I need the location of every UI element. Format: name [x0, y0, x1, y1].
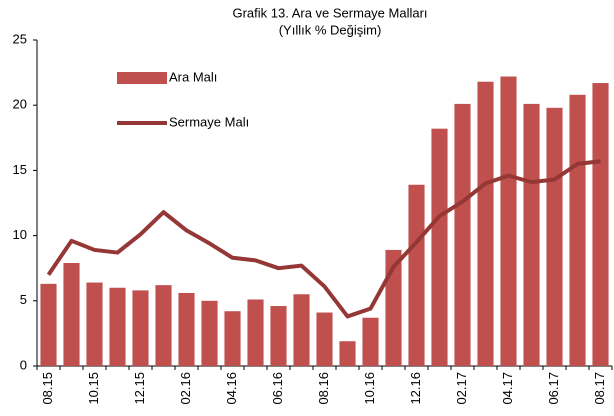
bar — [546, 107, 563, 367]
bar — [523, 103, 540, 366]
bar — [500, 76, 517, 367]
y-tick-label: 0 — [20, 357, 27, 372]
y-tick-label: 20 — [13, 97, 27, 112]
x-tick-label: 08.15 — [40, 372, 55, 405]
bar — [454, 103, 471, 366]
x-tick-label: 10.15 — [86, 372, 101, 405]
bar — [270, 306, 287, 366]
bar — [293, 294, 310, 366]
x-tick-label: 08.16 — [316, 372, 331, 405]
x-tick-label: 02.17 — [454, 372, 469, 405]
y-tick-label: 15 — [13, 162, 27, 177]
bar — [40, 283, 57, 366]
bar — [408, 184, 425, 366]
x-tick-label: 10.16 — [362, 372, 377, 405]
x-tick-label: 04.17 — [500, 372, 515, 405]
legend-swatch — [117, 72, 167, 84]
bar — [247, 299, 264, 366]
y-tick-label: 10 — [13, 227, 27, 242]
x-tick-label: 12.16 — [408, 372, 423, 405]
bar — [569, 94, 586, 366]
bar — [86, 282, 103, 366]
y-tick-label: 5 — [20, 292, 27, 307]
bar — [63, 262, 80, 366]
legend-label: Sermaye Malı — [169, 114, 249, 129]
bar — [339, 341, 356, 366]
x-tick-label: 02.16 — [178, 372, 193, 405]
bar — [109, 287, 126, 366]
bar — [477, 81, 494, 366]
x-tick-label: 08.17 — [592, 372, 607, 405]
bar — [385, 249, 402, 366]
bar — [316, 312, 333, 366]
bar — [178, 292, 195, 366]
chart-title: Grafik 13. Ara ve Sermaye Malları — [232, 5, 427, 20]
bar — [592, 83, 609, 367]
bar — [431, 128, 448, 366]
x-tick-label: 06.17 — [546, 372, 561, 405]
bar — [155, 285, 172, 366]
bar — [362, 317, 379, 366]
y-tick-label: 25 — [13, 31, 27, 46]
x-tick-label: 06.16 — [270, 372, 285, 405]
x-tick-label: 04.16 — [224, 372, 239, 405]
x-tick-label: 12.15 — [132, 372, 147, 405]
chart-subtitle: (Yıllık % Değişim) — [279, 22, 382, 37]
bar — [201, 300, 218, 366]
bar — [224, 311, 241, 366]
bar — [132, 290, 149, 366]
legend-label: Ara Malı — [169, 69, 217, 84]
line — [46, 159, 601, 319]
